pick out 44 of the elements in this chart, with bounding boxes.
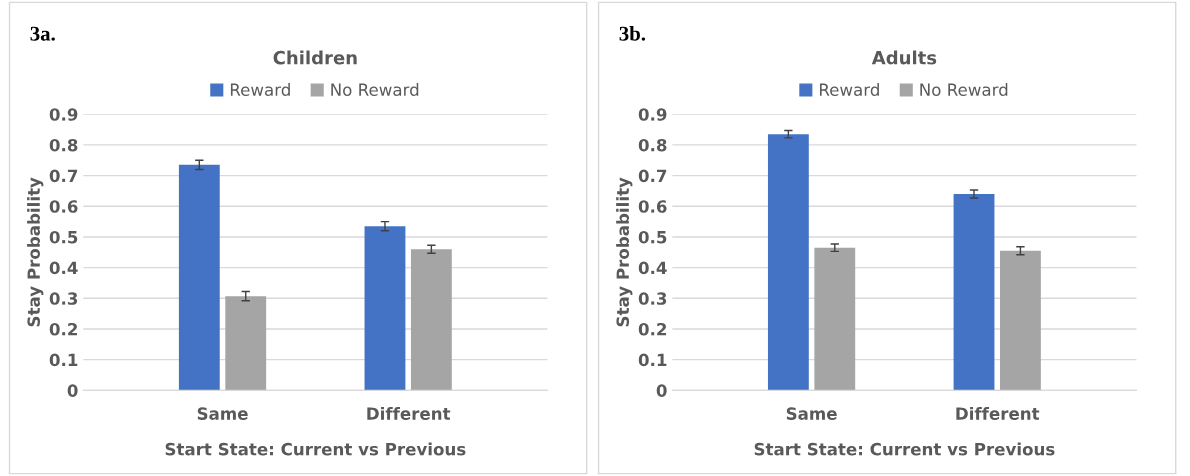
legend-label: Reward [230,83,290,97]
y-tick-label: 0.2 [49,322,77,336]
legend-label: No Reward [920,83,1008,97]
x-axis-title: Start State: Current vs Previous [754,442,1055,456]
legend-label: Reward [819,83,879,97]
bar [953,194,995,391]
bar [364,226,406,391]
legend-label: No Reward [331,83,419,97]
chart-title: Children [273,50,357,65]
x-axis-title: Start State: Current vs Previous [165,442,466,456]
y-tick-label: 0.3 [638,292,667,305]
bar [178,164,220,391]
y-tick-label: 0.6 [638,200,667,213]
chart-title: Adults [871,50,937,65]
y-tick-label: 0.3 [49,292,78,305]
bar [225,296,267,391]
y-axis-title: Stay Probability [616,177,633,327]
y-tick-label: 0.7 [49,169,78,183]
text: 3b. [619,26,646,41]
x-tick-label: Different [367,406,451,420]
x-tick-label: Same [786,407,837,420]
y-tick-label: 0.6 [49,200,78,213]
x-tick-label: Different [956,406,1040,420]
y-tick-label: 0.2 [638,322,667,336]
y-tick-label: 0.5 [49,230,78,244]
y-tick-label: 0.1 [638,353,667,367]
y-tick-label: 0.7 [638,169,667,183]
x-tick-label: Same [197,407,248,420]
bar [410,249,452,391]
bar [1000,250,1041,391]
y-tick-label: 0.5 [638,230,667,244]
y-tick-label: 0.8 [638,138,667,152]
y-tick-label: 0.8 [49,138,78,152]
y-tick-label: 0.9 [49,108,78,121]
text: 3a. [30,26,55,41]
y-tick-label: 0.1 [49,353,78,367]
bar [814,247,856,391]
y-tick-label: 0 [67,384,78,397]
y-tick-label: 0.4 [638,261,667,275]
y-tick-label: 0.9 [638,108,667,121]
bar [767,134,809,391]
y-tick-label: 0.4 [49,261,78,275]
y-tick-label: 0 [656,384,667,397]
y-axis-title: Stay Probability [27,177,44,327]
